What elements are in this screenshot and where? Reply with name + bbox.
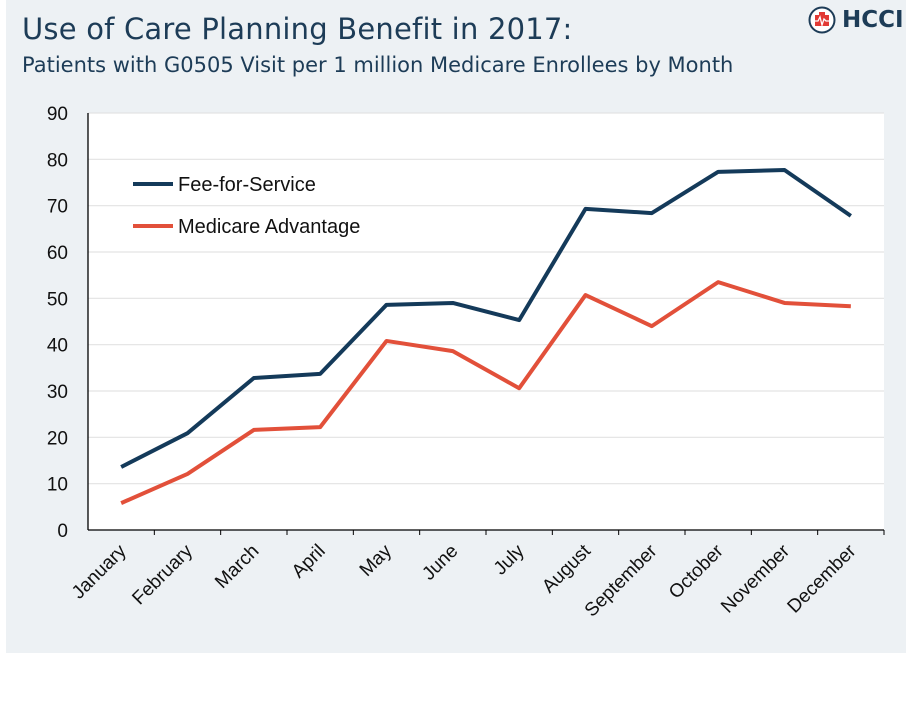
y-tick-label: 20 — [47, 428, 68, 449]
x-tick-label: June — [418, 541, 462, 585]
series-line-medicare-advantage — [120, 280, 851, 505]
x-tick-label: January — [68, 540, 131, 603]
hcci-logo: HCCI — [808, 6, 904, 34]
y-tick-label: 80 — [47, 150, 68, 171]
y-tick-label: 40 — [47, 336, 68, 357]
y-tick-label: 0 — [57, 521, 68, 542]
x-tick-label: February — [128, 540, 197, 609]
x-tick-label: August — [538, 540, 595, 597]
plot-area — [88, 113, 884, 530]
y-tick-label: 90 — [47, 104, 68, 125]
x-tick-label: April — [288, 541, 330, 583]
chart-title: Use of Care Planning Benefit in 2017: — [22, 12, 573, 46]
series-line-fee-for-service — [120, 167, 852, 469]
y-tick-label: 60 — [47, 243, 68, 264]
legend-label: Medicare Advantage — [178, 216, 360, 238]
x-tick-label: December — [784, 540, 861, 617]
y-tick-label: 10 — [47, 475, 68, 496]
x-tick-label: July — [490, 540, 529, 579]
hcci-logo-icon — [808, 6, 836, 34]
y-tick-label: 30 — [47, 382, 68, 403]
logo-text: HCCI — [842, 7, 904, 33]
x-tick-label: September — [581, 540, 662, 621]
x-tick-label: May — [356, 540, 397, 581]
x-tick-label: March — [211, 541, 263, 593]
chart-subtitle: Patients with G0505 Visit per 1 million … — [22, 53, 734, 77]
x-tick-label: October — [665, 540, 728, 603]
legend-label: Fee-for-Service — [178, 174, 316, 196]
y-tick-label: 50 — [47, 289, 68, 310]
y-tick-label: 70 — [47, 197, 68, 218]
x-tick-label: November — [717, 540, 794, 617]
